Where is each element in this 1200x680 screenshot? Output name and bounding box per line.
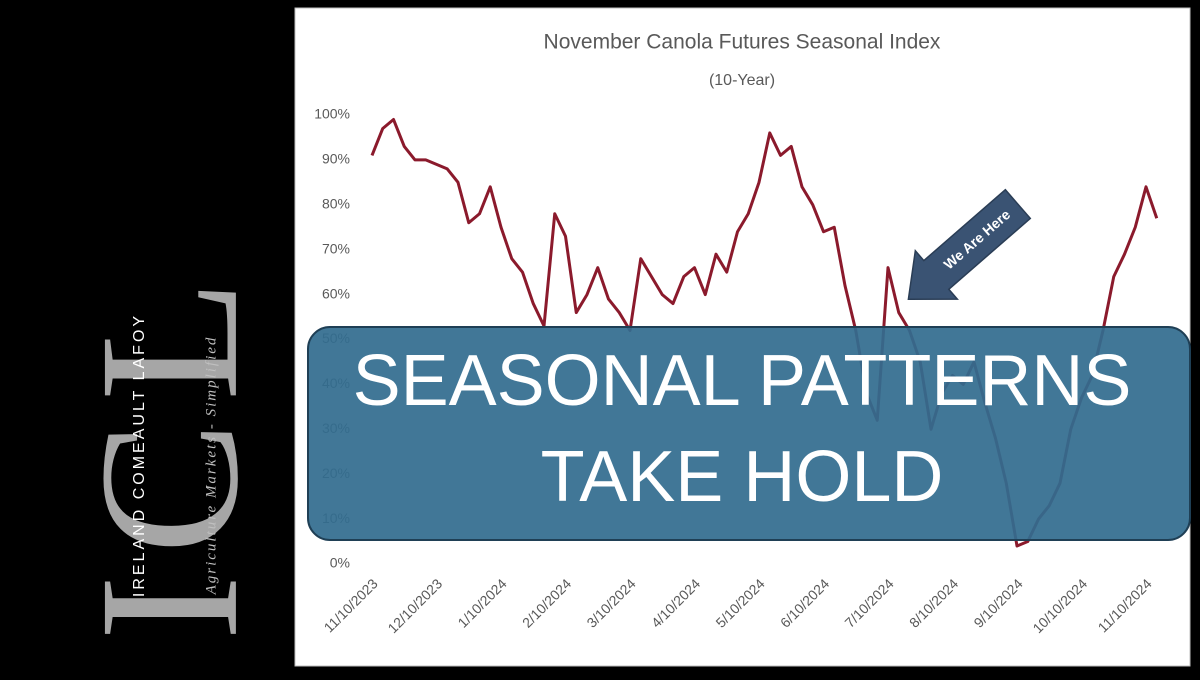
logo-name: IRELAND COMEAULT LAFOY — [131, 313, 148, 597]
banner-line: SEASONAL PATTERNS — [353, 341, 1132, 421]
y-tick-label: 80% — [322, 196, 350, 212]
y-tick-label: 0% — [330, 555, 350, 571]
y-tick-label: 60% — [322, 285, 350, 301]
chart-title: November Canola Futures Seasonal Index — [544, 31, 941, 54]
y-tick-label: 90% — [322, 151, 350, 167]
logo: ICL IRELAND COMEAULT LAFOY Agriculture M… — [59, 259, 280, 641]
logo-tagline: Agriculture Markets - Simplified — [203, 336, 219, 596]
logo-mark: ICL — [59, 259, 280, 641]
banner-line: TAKE HOLD — [541, 437, 944, 517]
series-line — [370, 117, 1159, 548]
banner: SEASONAL PATTERNS TAKE HOLD — [307, 326, 1191, 541]
chart-subtitle: (10-Year) — [709, 72, 775, 89]
arrow-shape — [907, 188, 1032, 300]
banner-box — [307, 326, 1191, 541]
arrow: We Are Here — [907, 188, 1032, 300]
y-tick-label: 70% — [322, 240, 350, 256]
y-tick-label: 100% — [314, 106, 350, 122]
